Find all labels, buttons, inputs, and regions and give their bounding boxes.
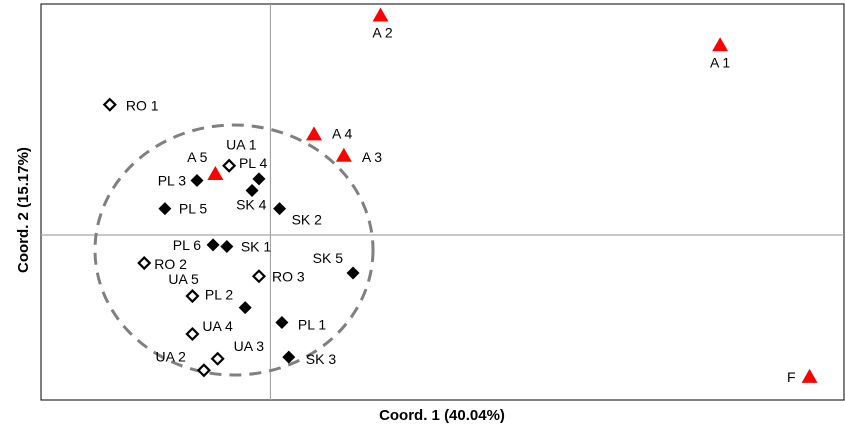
- point-label-pl-5: PL 5: [179, 201, 207, 217]
- point-label-ua-5: UA 5: [168, 271, 199, 287]
- open-diamond-marker-ro-3: [251, 269, 267, 284]
- point-label-a-4: A 4: [332, 125, 352, 141]
- plot-frame: [40, 3, 845, 401]
- open-diamond-marker-ua-2: [196, 363, 211, 378]
- point-label-sk-2: SK 2: [292, 212, 323, 228]
- filled-diamond-marker-sk-2: [273, 202, 287, 216]
- filled-diamond-marker-sk-1: [220, 240, 234, 254]
- point-label-pl-6: PL 6: [173, 237, 201, 253]
- point-label-a-5: A 5: [187, 149, 207, 165]
- open-diamond-marker-ua-4: [185, 326, 200, 342]
- open-diamond-marker-ua-1: [222, 158, 237, 173]
- filled-diamond-marker-pl-5: [158, 202, 172, 216]
- filled-diamond-marker-sk-5: [346, 266, 360, 280]
- triangle-marker-f: [801, 368, 818, 383]
- filled-diamond-marker-sk-3: [282, 350, 296, 364]
- point-label-pl-2: PL 2: [205, 287, 233, 303]
- point-label-pl-4: PL 4: [239, 155, 267, 171]
- triangle-marker-a-5: [207, 165, 224, 180]
- point-label-a-2: A 2: [372, 25, 392, 41]
- filled-diamond-marker-sk-4: [245, 183, 259, 197]
- point-label-pl-1: PL 1: [298, 316, 326, 332]
- point-label-sk-3: SK 3: [306, 351, 337, 367]
- data-marks: A 1 A 2 A 3 A 4 A 5 F PL 1 PL 2 PL 3 PL 4 PL 5 PL 6…: [102, 7, 818, 385]
- point-label-ua-3: UA 3: [234, 338, 265, 354]
- point-label-ro-1: RO 1: [126, 98, 159, 114]
- point-label-ua-2: UA 2: [156, 348, 187, 364]
- triangle-marker-a-2: [372, 7, 389, 22]
- point-label-sk-5: SK 5: [313, 250, 344, 266]
- point-label-ro-2: RO 2: [154, 256, 187, 272]
- point-label-ua-4: UA 4: [202, 318, 233, 334]
- filled-diamond-marker-pl-1: [275, 315, 289, 329]
- point-label-pl-3: PL 3: [158, 173, 186, 189]
- point-label-sk-4: SK 4: [236, 196, 267, 212]
- x-axis-title: Coord. 1 (40.04%): [379, 407, 505, 424]
- point-label-sk-1: SK 1: [241, 239, 272, 255]
- open-diamond-marker-ua-5: [185, 288, 200, 304]
- triangle-marker-a-1: [712, 37, 729, 52]
- point-label-f: F: [787, 369, 796, 385]
- point-label-a-1: A 1: [710, 54, 730, 70]
- point-label-ro-3: RO 3: [272, 268, 305, 284]
- triangle-marker-a-4: [306, 126, 323, 141]
- open-diamond-marker-ua-3: [210, 351, 225, 366]
- filled-diamond-marker-pl-3: [190, 174, 204, 188]
- y-axis-title: Coord. 2 (15.17%): [15, 147, 32, 273]
- triangle-marker-a-3: [335, 147, 352, 162]
- open-diamond-marker-ro-1: [102, 97, 117, 112]
- point-label-a-3: A 3: [362, 149, 382, 165]
- point-label-ua-1: UA 1: [226, 137, 257, 153]
- filled-diamond-marker-pl-6: [206, 238, 220, 252]
- filled-diamond-marker-pl-2: [238, 301, 252, 315]
- filled-diamond-marker-pl-4: [252, 172, 266, 186]
- open-diamond-marker-ro-2: [137, 255, 152, 271]
- cluster-ellipse: [93, 123, 375, 377]
